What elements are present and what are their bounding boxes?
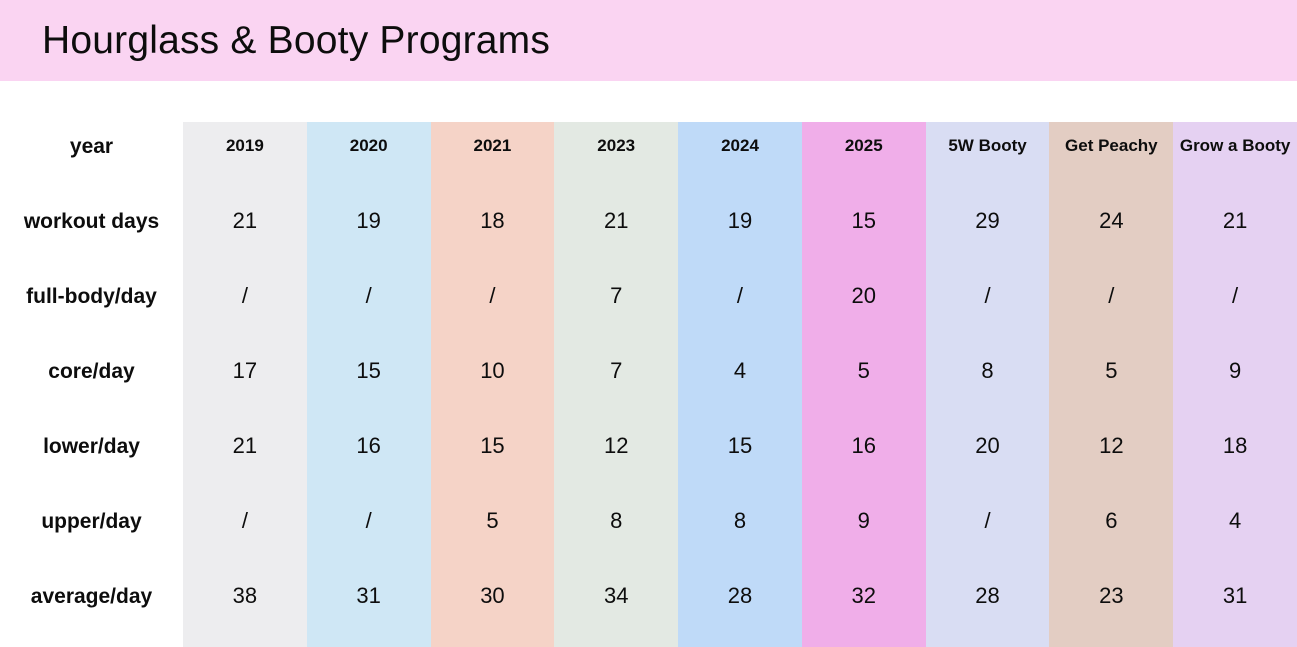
table-cell: / [925,272,1050,347]
table-cell: 16 [801,422,926,497]
table-cell: 15 [801,197,926,272]
table-cell: 28 [678,572,802,647]
table-cell: 8 [554,497,679,572]
table-cell: 18 [430,197,555,272]
table-cell: 21 [183,197,307,272]
table-cell: 15 [678,422,802,497]
table-cell: / [306,272,431,347]
table-cell: 15 [306,347,431,422]
column-header-get-peachy: Get Peachy [1049,122,1174,197]
table-cell: 31 [306,572,431,647]
column-header-2020: 2020 [306,122,431,197]
column-header-2023: 2023 [554,122,679,197]
table-cell: 17 [183,347,307,422]
table-cell: 34 [554,572,679,647]
title-banner: Hourglass & Booty Programs [0,0,1297,81]
table-cell: 38 [183,572,307,647]
table-cell: 31 [1173,572,1297,647]
table-cell: 19 [678,197,802,272]
table-cell: 12 [1049,422,1174,497]
row-label-core-day: core/day [0,347,183,422]
table-cell: 6 [1049,497,1174,572]
table-cell: 21 [1173,197,1297,272]
table-cell: / [430,272,555,347]
table-cell: 29 [925,197,1050,272]
column-header-grow-a-booty: Grow a Booty [1173,122,1297,197]
table-cell: 20 [801,272,926,347]
column-header-2024: 2024 [678,122,802,197]
table-cell: / [1173,272,1297,347]
table-cell: 7 [554,272,679,347]
table-cell: 21 [554,197,679,272]
table-cell: 32 [801,572,926,647]
table-cell: / [678,272,802,347]
row-label-full-body-day: full-body/day [0,272,183,347]
table-cell: 12 [554,422,679,497]
table-cell: 19 [306,197,431,272]
table-cell: 30 [430,572,555,647]
table-cell: 7 [554,347,679,422]
table-cell: 8 [678,497,802,572]
column-header-2019: 2019 [183,122,307,197]
table-cell: / [1049,272,1174,347]
column-header-2025: 2025 [801,122,926,197]
column-header-5w-booty: 5W Booty [925,122,1050,197]
row-label-workout-days: workout days [0,197,183,272]
table-cell: / [306,497,431,572]
table-cell: / [183,272,307,347]
corner-header-year: year [0,122,183,197]
table-cell: / [183,497,307,572]
table-cell: 18 [1173,422,1297,497]
table-cell: 28 [925,572,1050,647]
row-label-average-day: average/day [0,572,183,647]
table-cell: 24 [1049,197,1174,272]
table-cell: 9 [1173,347,1297,422]
column-header-2021: 2021 [430,122,555,197]
table-cell: 23 [1049,572,1174,647]
table-cell: 20 [925,422,1050,497]
table-cell: 9 [801,497,926,572]
table-cell: 10 [430,347,555,422]
table-cell: 4 [1173,497,1297,572]
table-cell: 21 [183,422,307,497]
table-cell: 4 [678,347,802,422]
table-cell: 5 [801,347,926,422]
row-label-lower-day: lower/day [0,422,183,497]
table-cell: 5 [430,497,555,572]
table-cell: 5 [1049,347,1174,422]
table-cell: / [925,497,1050,572]
programs-table: year 2019 2020 2021 2023 2024 2025 5W Bo… [0,122,1297,647]
table-cell: 8 [925,347,1050,422]
table-cell: 15 [430,422,555,497]
page-title: Hourglass & Booty Programs [42,18,551,62]
table-cell: 16 [306,422,431,497]
row-label-upper-day: upper/day [0,497,183,572]
